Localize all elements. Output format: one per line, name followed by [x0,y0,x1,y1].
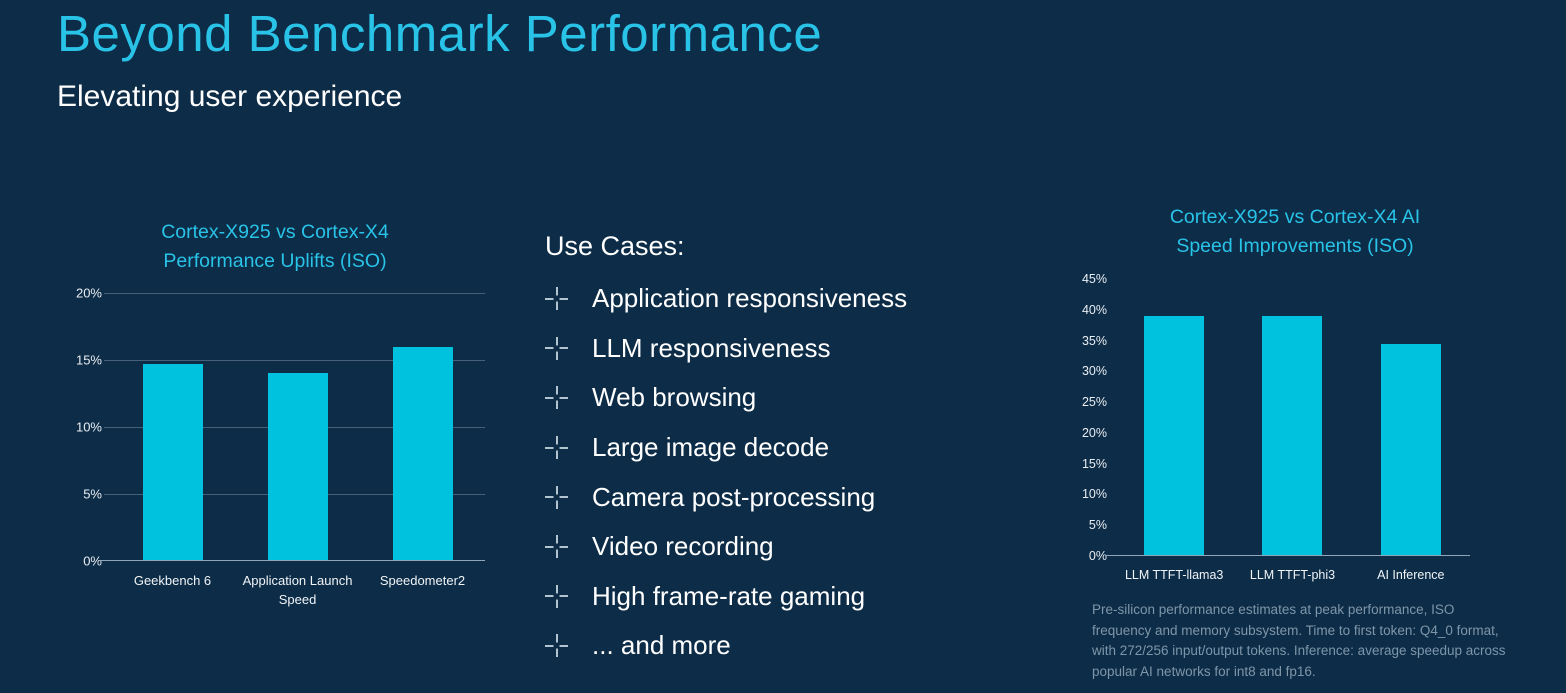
use-cases-heading: Use Cases: [545,231,685,261]
bars-row [110,293,485,561]
use-case-label: Large image decode [592,432,830,463]
plus-icon [545,386,568,410]
page-subtitle: Elevating user experience [57,80,403,113]
chart-title-line: Cortex-X925 vs Cortex-X4 [161,221,389,243]
y-tick-label: 15% [1081,456,1107,471]
plot-area: 0% 5% 10% 15% 20% [76,286,485,569]
gridline [104,293,485,294]
y-tick-label: 0% [83,553,102,569]
category-label: AI Inference [1377,568,1445,582]
y-tick-label: 20% [75,285,102,301]
use-case-label: Camera post-processing [592,481,876,512]
category-label: Speedometer2 [379,573,466,588]
use-case-item: Application responsiveness [545,282,1035,316]
use-case-label: High frame-rate gaming [592,580,866,611]
x-axis-line [100,560,485,561]
y-tick-label: 5% [1088,518,1107,533]
use-case-item: Web browsing [545,381,1035,415]
use-case-item: High frame-rate gaming [545,579,1035,613]
x-axis-line [1105,555,1470,556]
category-label: LLM TTFT-llama3 [1124,568,1224,582]
plus-icon [545,436,568,460]
bar-slot [267,293,328,561]
plot-area: 0% 5% 10% 15% 20% 25% 30% 35% 40% 45% [1082,272,1470,563]
bar-slot [392,293,453,561]
use-case-label: LLM responsiveness [592,332,831,363]
chart-title: Cortex-X925 vs Cortex-X4 Performance Upl… [60,218,490,277]
plus-icon [545,535,568,559]
use-case-item: ... and more [545,629,1035,663]
y-tick-label: 0% [1088,549,1107,563]
bar [267,373,328,561]
use-case-label: ... and more [592,630,731,661]
chart-title-line: Speed Improvements (ISO) [1176,235,1414,258]
performance-uplift-chart: Cortex-X925 vs Cortex-X4 Performance Upl… [60,218,490,648]
y-tick-label: 20% [1081,425,1107,440]
footnote: Pre-silicon performance estimates at pea… [1092,602,1506,679]
category-labels: Geekbench 6 Application Launch Speed Speed… [110,572,485,610]
y-tick-label: 35% [1081,333,1107,348]
use-cases-panel: Use Cases: Application responsiveness LLM… [545,230,1035,663]
chart-title: Cortex-X925 vs Cortex-X4 AI Speed Improv… [1080,203,1510,262]
category-label: Application Launch Speed [242,573,353,607]
bar [392,346,453,561]
chart-title-line: Cortex-X925 vs Cortex-X4 AI [1169,206,1421,228]
use-case-label: Application responsiveness [592,283,908,314]
ai-speed-chart: Cortex-X925 vs Cortex-X4 AI Speed Improv… [1080,203,1510,693]
y-tick-label: 25% [1081,395,1107,410]
plus-icon [545,336,568,360]
page-title: Beyond Benchmark Performance [57,5,823,62]
bar [1380,343,1441,556]
use-case-item: Large image decode [545,431,1035,465]
category-label: LLM TTFT-phi3 [1249,568,1336,582]
use-case-label: Video recording [592,531,774,562]
y-tick-label: 15% [75,352,102,368]
category-labels: LLM TTFT-llama3 LLM TTFT-phi3 AI Inference [1115,566,1470,584]
use-case-item: LLM responsiveness [545,331,1035,365]
use-case-item: Video recording [545,530,1035,564]
y-tick-label: 30% [1081,364,1107,379]
y-tick-label: 5% [83,486,102,502]
bar-slot [1380,279,1441,556]
bar-slot [1144,279,1205,556]
gridline [104,360,485,361]
bar-slot [1262,279,1323,556]
category-label: Geekbench 6 [133,573,212,588]
use-case-label: Web browsing [592,382,757,413]
use-cases-list: Application responsiveness LLM responsive… [545,282,1035,663]
bar [1262,315,1323,556]
y-tick-label: 45% [1081,272,1107,286]
bar [1144,315,1205,556]
plus-icon [545,485,568,509]
y-tick-label: 10% [75,419,102,435]
bar-slot [142,293,203,561]
chart-title-line: Performance Uplifts (ISO) [163,250,387,273]
plus-icon [545,634,568,658]
plus-icon [545,584,568,608]
y-tick-label: 10% [1081,487,1107,502]
bars-row [1115,279,1470,556]
plus-icon [545,287,568,311]
use-case-item: Camera post-processing [545,480,1035,514]
bar [142,364,203,561]
y-tick-label: 40% [1081,302,1107,317]
